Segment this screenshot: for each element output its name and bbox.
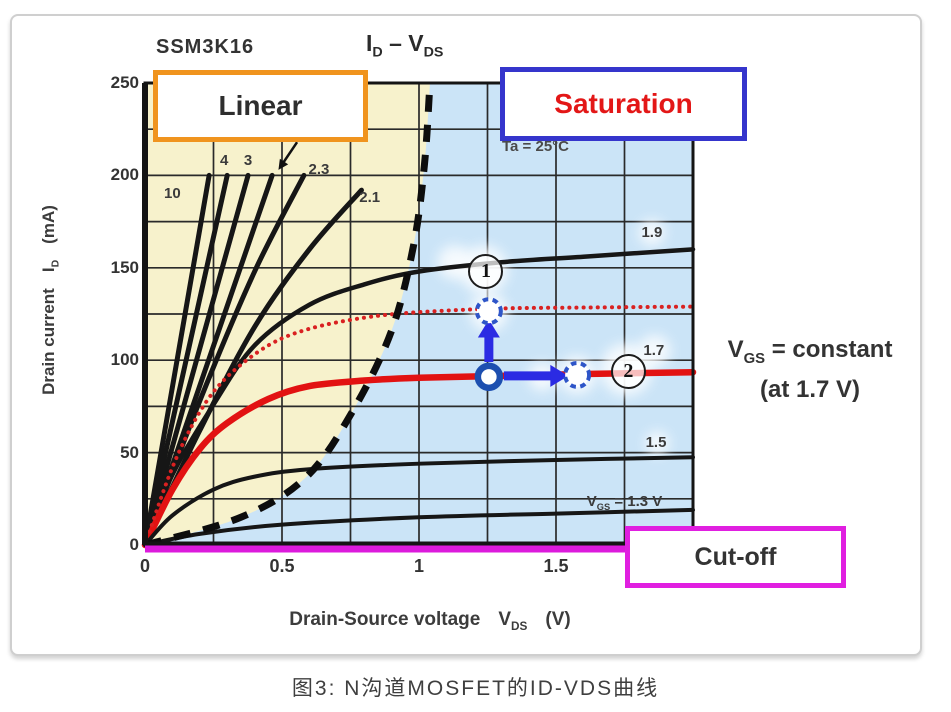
linear-region-label: Linear (218, 90, 303, 121)
curve-vgs-4 (142, 172, 230, 548)
x-tick-label: 0.5 (269, 556, 295, 576)
figure-caption: 图3: N沟道MOSFET的ID-VDS曲线 (291, 677, 660, 700)
pointer-arrow-head (278, 158, 289, 170)
curve-label-part: = 1.3 V (610, 493, 663, 511)
x-axis-label: Drain-Source voltage VDS (V) (289, 609, 571, 633)
linear-region-label-box: Linear (153, 70, 368, 142)
y-tick-label: 200 (110, 165, 139, 185)
x-tick-label: 0 (139, 556, 150, 576)
curve-label-part: V (586, 493, 597, 511)
vgs-constant-note: VGS = constant (at 1.7 V) (700, 336, 920, 404)
curve-vgs-3 (142, 172, 251, 548)
curve-label-2.1: 2.1 (359, 188, 381, 206)
curve-label-part: GS (596, 502, 611, 513)
curve-label-3: 3 (243, 151, 253, 169)
curve-label-vgs-1.3-v: VGS = 1.3 V (550, 493, 700, 512)
id-increase-arrow-head (477, 319, 500, 338)
device-label: SSM3K16 (156, 36, 255, 58)
vgs-constant-line2: (at 1.7 V) (759, 375, 861, 403)
title-dash: – (389, 30, 402, 56)
curve-label-1.7: 1.7 (643, 341, 665, 359)
highlight-glow (645, 431, 670, 456)
y-tick-label: 150 (110, 257, 139, 277)
y-axis-label: Drain currentID(mA) (39, 205, 62, 395)
highlight-glow (638, 219, 665, 246)
y-tick-label: 50 (120, 442, 139, 462)
curve-vgs-10 (142, 172, 212, 548)
curve-label-2.3: 2.3 (308, 160, 330, 178)
curve-label-4: 4 (220, 151, 229, 169)
x-tick-label: 1.5 (543, 556, 569, 576)
cutoff-region-label: Cut-off (694, 542, 777, 571)
x-axis-symbol: VDS (498, 609, 528, 633)
curve-label-10: 10 (164, 184, 181, 202)
saturation-region-label-box: Saturation (500, 67, 747, 141)
saturation-region-label: Saturation (554, 88, 693, 119)
boundary-dashed-curve (144, 82, 434, 549)
operating-point-marker (474, 362, 504, 392)
y-axis-symbol: ID (39, 259, 62, 273)
curve-vgs-1.3 (143, 507, 695, 547)
title-symbol-vds: VDS (408, 30, 444, 61)
highlight-glow (437, 245, 472, 280)
shifted-point-marker (563, 360, 592, 389)
chart-title: ID – VDS (366, 30, 443, 61)
chart-canvas (141, 81, 697, 553)
x-tick-label: 1 (413, 556, 424, 576)
pointer-arrow-shaft (280, 141, 299, 166)
curve-label-1.5: 1.5 (645, 434, 667, 452)
curve-vgs-increased-dotted- (143, 304, 695, 547)
title-symbol-id: ID (366, 30, 383, 61)
shifted-point-marker (474, 297, 503, 326)
vds-increase-arrow-head (550, 364, 569, 387)
temperature-condition: Ta = 25°C (502, 138, 570, 155)
curve-vgs-1.9 (142, 247, 696, 548)
circled-point-2: 2 (610, 353, 646, 389)
circled-point-1: 1 (468, 254, 504, 290)
cutoff-region-label-box: Cut-off (625, 526, 846, 588)
y-tick-label: 0 (129, 535, 139, 554)
curve-label-1.9: 1.9 (641, 223, 663, 241)
vgs-constant-line1: VGS = constant (727, 336, 893, 367)
y-tick-label: 250 (110, 73, 139, 92)
highlight-glow (638, 334, 671, 367)
y-tick-label: 100 (110, 350, 139, 370)
